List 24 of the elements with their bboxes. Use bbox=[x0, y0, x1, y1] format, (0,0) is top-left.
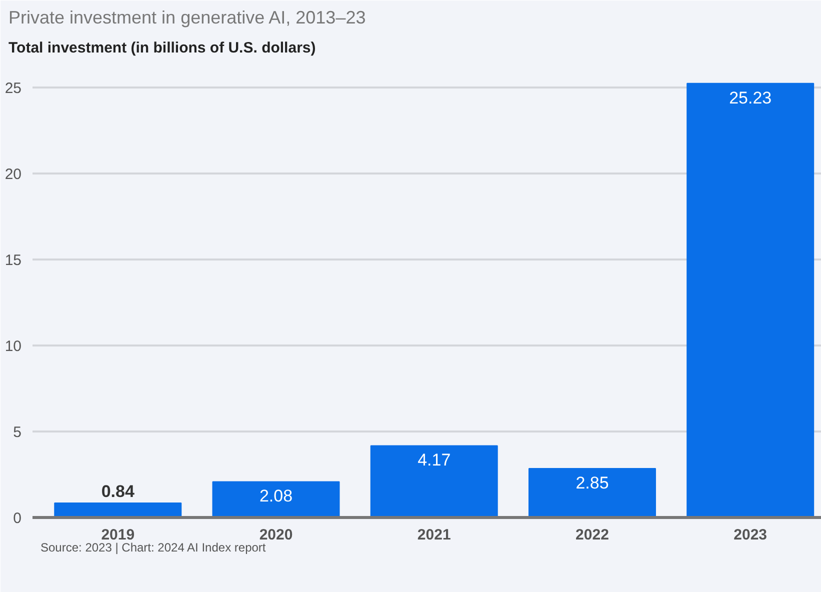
source-note: Source: 2023 | Chart: 2024 AI Index report bbox=[40, 540, 266, 554]
x-tick-label: 2022 bbox=[576, 526, 609, 544]
data-label: 2.08 bbox=[259, 486, 293, 506]
x-tick-label: 2020 bbox=[259, 526, 293, 544]
data-label: 4.17 bbox=[418, 450, 451, 470]
bar bbox=[212, 481, 340, 518]
x-tick-label: 2021 bbox=[417, 526, 451, 544]
data-label: 25.23 bbox=[729, 88, 772, 108]
bar bbox=[528, 468, 656, 518]
bar bbox=[686, 82, 814, 518]
x-tick-label: 2023 bbox=[734, 526, 768, 544]
y-tick-label: 10 bbox=[4, 338, 22, 355]
y-tick-label: 15 bbox=[4, 252, 22, 269]
bar bbox=[370, 445, 498, 518]
data-label: 0.84 bbox=[101, 482, 135, 502]
y-tick-label: 5 bbox=[13, 424, 22, 441]
x-tick-label: 2019 bbox=[101, 526, 135, 544]
bar bbox=[54, 502, 182, 518]
chart-title: Private investment in generative AI, 2013–23 bbox=[8, 8, 366, 28]
y-tick-label: 25 bbox=[4, 80, 22, 97]
y-axis-title: Total investment (in billions of U.S. dollars) bbox=[8, 40, 316, 56]
y-tick-label: 20 bbox=[4, 166, 22, 183]
y-tick-label: 0 bbox=[13, 510, 22, 527]
data-label: 2.85 bbox=[576, 473, 609, 492]
